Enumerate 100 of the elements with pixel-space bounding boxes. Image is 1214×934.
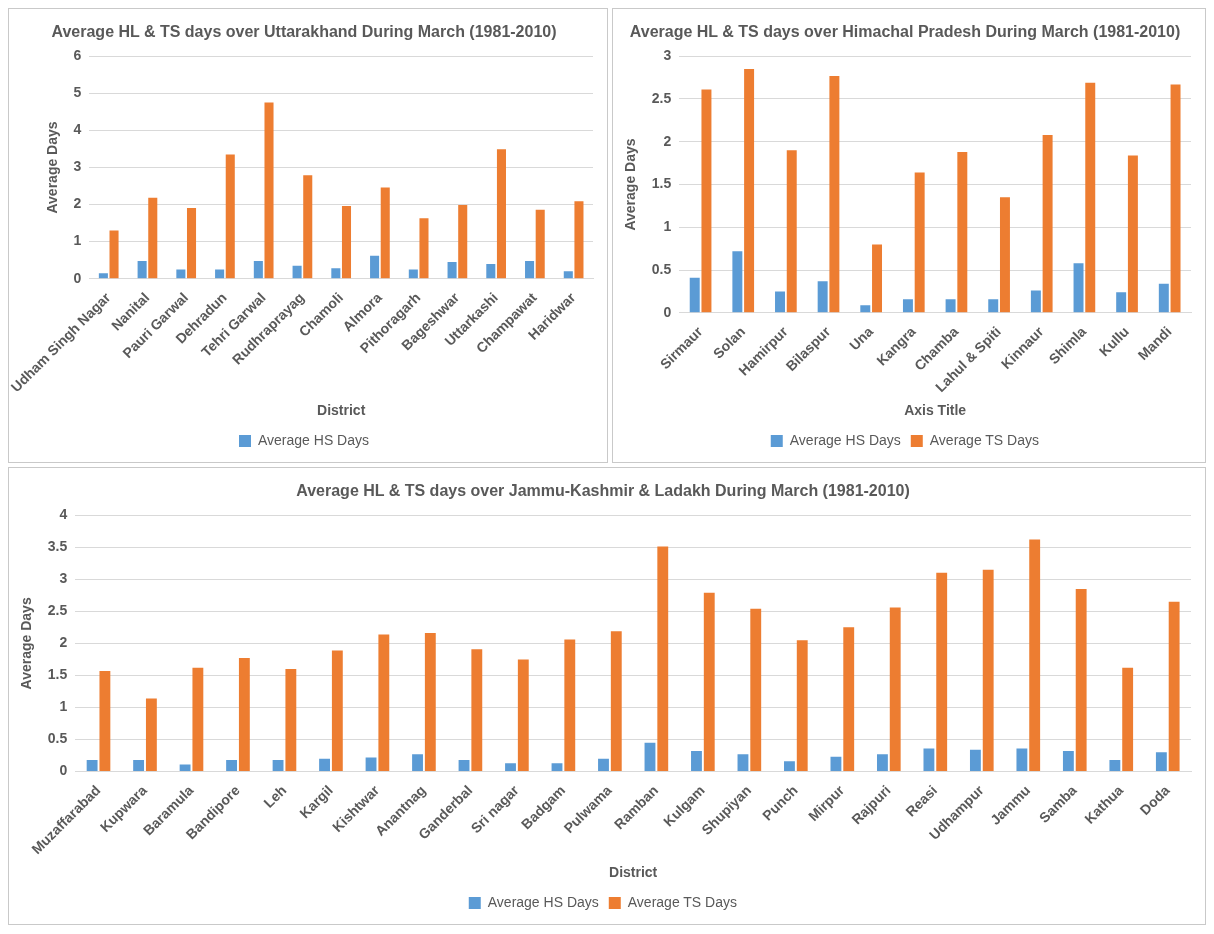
bar (486, 263, 496, 279)
y-axis-title: Average Days (622, 138, 639, 231)
bar (331, 650, 343, 772)
bar (1042, 134, 1053, 313)
bar (1155, 752, 1167, 772)
bar (272, 759, 284, 772)
chart-title: Average HL & TS days over Jammu-Kashmir & Ladakh During March (1981-2010) (296, 482, 910, 500)
bar (969, 749, 981, 772)
bar (598, 758, 609, 772)
bar (551, 763, 563, 772)
bar (419, 218, 429, 279)
bar (137, 260, 147, 279)
bar (860, 305, 871, 313)
bar (1030, 290, 1041, 313)
bar (505, 763, 516, 772)
bar (238, 658, 250, 772)
bar (1168, 601, 1180, 772)
bar (732, 251, 743, 313)
bar (1085, 82, 1096, 313)
bar (830, 756, 842, 772)
bar (370, 255, 380, 279)
bar (701, 89, 712, 313)
bar (945, 299, 956, 313)
y-axis-title: Average Days (44, 121, 61, 214)
bar (186, 207, 197, 279)
legend-label: Average TS Days (929, 431, 1039, 448)
bar (424, 633, 436, 772)
bar (644, 742, 656, 772)
bar (914, 172, 925, 313)
bar (148, 197, 158, 279)
legend-label: Average HS Days (487, 893, 599, 910)
bar (737, 754, 749, 772)
bar (226, 759, 238, 772)
x-axis-title: District (609, 864, 658, 881)
y-tick-label: 0 (59, 762, 68, 779)
bar (982, 569, 994, 772)
y-tick-label: 1 (663, 218, 672, 235)
bar (331, 268, 341, 279)
bar (574, 201, 584, 279)
bar (1062, 751, 1074, 772)
bar (264, 102, 274, 279)
bar (1122, 667, 1134, 772)
y-tick-label: 0 (73, 269, 82, 286)
y-tick-label: 2.5 (47, 602, 68, 619)
bar (225, 154, 235, 279)
bar (563, 271, 573, 279)
bar (378, 634, 390, 772)
y-tick-label: 0 (663, 303, 672, 320)
bar (1170, 84, 1181, 313)
bar (109, 230, 119, 279)
legend-label: Average HS Days (257, 431, 370, 448)
bar (525, 260, 535, 279)
bar (817, 281, 828, 313)
bar (86, 759, 98, 772)
bar (999, 197, 1010, 313)
y-tick-label: 2 (59, 634, 68, 651)
bar (1073, 263, 1084, 313)
bar (784, 761, 795, 772)
x-axis-title: District (317, 402, 366, 419)
x-tick-label: Leh (260, 781, 290, 811)
x-tick-label: Una (846, 323, 877, 354)
bar (341, 206, 352, 279)
bar (744, 69, 755, 313)
bar (691, 751, 702, 772)
y-tick-label: 5 (73, 84, 82, 101)
bar (253, 260, 263, 279)
y-tick-label: 1.5 (47, 666, 68, 683)
bar (292, 265, 302, 279)
bar (902, 299, 913, 313)
y-tick-label: 6 (73, 47, 82, 64)
y-tick-label: 0.5 (651, 260, 672, 277)
bar (872, 244, 883, 313)
bar (471, 649, 483, 772)
bar (179, 764, 191, 772)
y-tick-label: 3 (59, 570, 68, 587)
legend-label: Average HS Days (789, 431, 901, 448)
bar (458, 204, 468, 279)
bar (1127, 155, 1138, 313)
bar (1075, 588, 1087, 772)
y-tick-label: 0.5 (47, 730, 68, 747)
bar (957, 152, 968, 313)
bar (843, 627, 855, 772)
y-tick-label: 2.5 (651, 89, 672, 106)
bar (988, 299, 999, 313)
bar (98, 273, 108, 279)
bar (1016, 748, 1028, 772)
y-tick-label: 3 (73, 158, 82, 175)
y-tick-label: 1 (59, 698, 68, 715)
legend-label: Average TS Days (627, 893, 737, 910)
bar (365, 757, 377, 772)
chart-title: Average HL & TS days over Himachal Pradesh During March (1981-2010) (629, 23, 1181, 41)
bar (380, 187, 390, 279)
bar (829, 75, 840, 313)
y-tick-label: 1.5 (651, 175, 672, 192)
bar (535, 209, 545, 279)
bar (775, 291, 785, 313)
bar (564, 639, 576, 772)
y-tick-label: 2 (73, 195, 82, 212)
bar (145, 698, 157, 772)
y-tick-label: 2 (663, 132, 672, 149)
